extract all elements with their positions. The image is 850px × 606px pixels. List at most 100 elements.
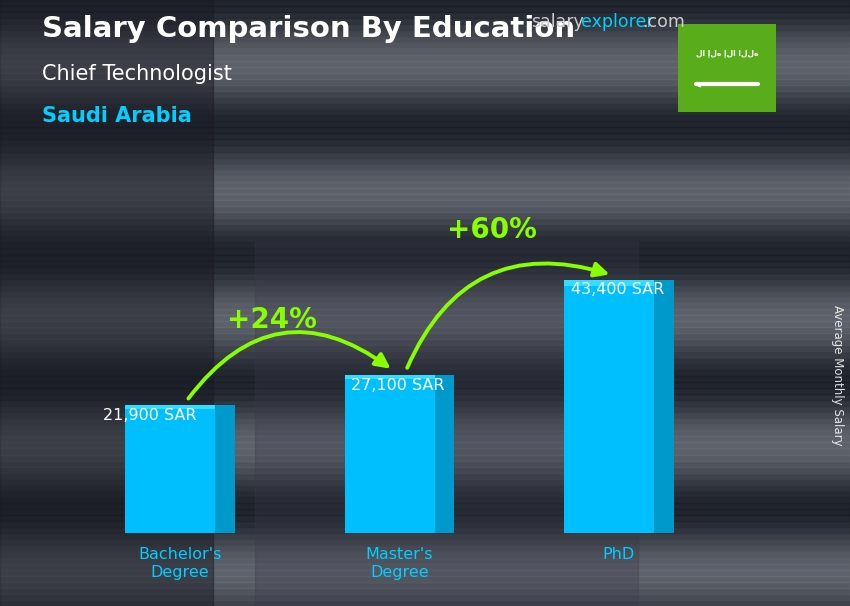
Bar: [0, 545, 850, 551]
Bar: [0, 448, 850, 454]
Bar: [0, 497, 850, 503]
Bar: [0, 91, 850, 97]
Bar: [0, 285, 850, 291]
Bar: [0, 315, 850, 321]
Bar: [0, 461, 850, 467]
Bar: [0, 394, 850, 400]
Bar: [0, 436, 850, 442]
Bar: [0, 55, 850, 61]
Bar: [0, 442, 850, 448]
Bar: [0, 467, 850, 473]
Bar: [0, 412, 850, 418]
Bar: [0, 145, 850, 152]
Bar: [0, 36, 850, 42]
Text: explorer: explorer: [581, 13, 653, 32]
Bar: [0, 406, 850, 412]
Bar: [0, 212, 850, 218]
Bar: [0, 376, 850, 382]
Bar: [0, 206, 850, 212]
Bar: [0, 297, 850, 303]
Bar: [0, 188, 850, 194]
Bar: [0, 594, 850, 600]
Bar: [0, 121, 850, 127]
Bar: [0, 152, 850, 158]
Bar: [0, 115, 850, 121]
Text: Salary Comparison By Education: Salary Comparison By Education: [42, 15, 575, 43]
Bar: [564, 280, 654, 286]
Bar: [125, 405, 235, 533]
Bar: [0, 97, 850, 103]
Bar: [0, 485, 850, 491]
Bar: [0, 255, 850, 261]
Text: Average Monthly Salary: Average Monthly Salary: [830, 305, 844, 446]
Bar: [0, 430, 850, 436]
Bar: [0, 182, 850, 188]
Bar: [0, 48, 850, 55]
Bar: [344, 375, 455, 533]
Bar: [0, 261, 850, 267]
Text: 43,400 SAR: 43,400 SAR: [570, 282, 664, 298]
Bar: [344, 375, 434, 379]
Bar: [0, 570, 850, 576]
Bar: [215, 405, 235, 533]
Bar: [0, 424, 850, 430]
Bar: [0, 558, 850, 564]
Bar: [0, 564, 850, 570]
Bar: [0, 0, 850, 6]
Bar: [434, 375, 455, 533]
Bar: [0, 491, 850, 497]
Bar: [0, 6, 850, 12]
Bar: [0, 170, 850, 176]
Bar: [0, 339, 850, 345]
Bar: [0, 364, 850, 370]
Bar: [0, 18, 850, 24]
Text: Chief Technologist: Chief Technologist: [42, 64, 232, 84]
Text: salary: salary: [531, 13, 584, 32]
Bar: [0, 61, 850, 67]
Bar: [125, 405, 215, 408]
Bar: [0, 236, 850, 242]
Bar: [0, 127, 850, 133]
Bar: [0, 303, 850, 309]
Bar: [0, 382, 850, 388]
Bar: [0, 273, 850, 279]
Bar: [0, 79, 850, 85]
Bar: [0, 388, 850, 394]
Bar: [0, 30, 850, 36]
Bar: [0, 400, 850, 406]
Bar: [0, 133, 850, 139]
Bar: [0, 67, 850, 73]
Bar: [0, 539, 850, 545]
Bar: [0, 521, 850, 527]
Text: 21,900 SAR: 21,900 SAR: [104, 408, 197, 423]
Bar: [0, 42, 850, 48]
Bar: [0, 164, 850, 170]
Bar: [0, 600, 850, 606]
Bar: [0, 279, 850, 285]
Bar: [0, 158, 850, 164]
Text: +24%: +24%: [227, 305, 317, 333]
Bar: [0, 473, 850, 479]
Bar: [0, 242, 850, 248]
Bar: [0, 479, 850, 485]
Bar: [0, 551, 850, 558]
Bar: [0, 73, 850, 79]
Bar: [0, 12, 850, 18]
Bar: [0, 533, 850, 539]
Bar: [0, 576, 850, 582]
Bar: [0, 509, 850, 515]
Bar: [0, 418, 850, 424]
Bar: [654, 280, 674, 533]
Bar: [0, 582, 850, 588]
Bar: [564, 280, 674, 533]
Text: .com: .com: [642, 13, 684, 32]
Bar: [0, 248, 850, 255]
Bar: [0, 309, 850, 315]
Bar: [0, 194, 850, 200]
Bar: [0, 109, 850, 115]
Bar: [0, 139, 850, 145]
Bar: [0, 321, 850, 327]
Bar: [0, 588, 850, 594]
Bar: [0, 503, 850, 509]
Bar: [0, 176, 850, 182]
